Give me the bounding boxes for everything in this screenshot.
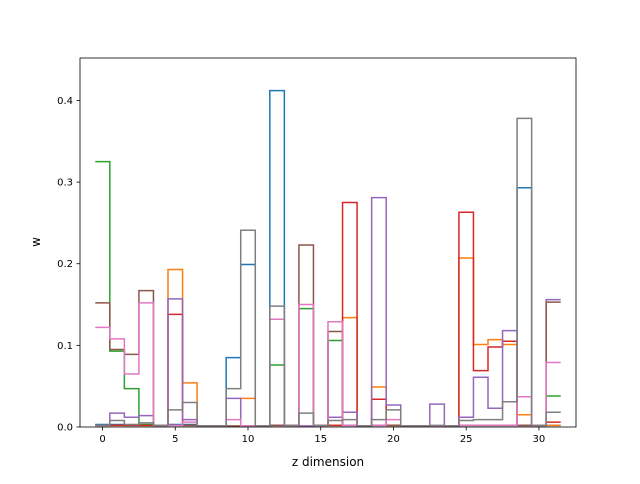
y-tick-label: 0.3	[57, 178, 73, 189]
y-axis-label: w	[29, 237, 43, 247]
plot-area	[95, 89, 561, 427]
series-line-8	[95, 117, 561, 427]
x-tick-label: 15	[314, 434, 327, 445]
y-tick-label: 0.0	[57, 423, 73, 434]
x-tick-label: 30	[533, 434, 546, 445]
axes-layer: 0 5 10 15 20 25 30 0.0 0.1 0.2 0.3 0.4	[57, 57, 577, 445]
y-tick-label: 0.2	[57, 259, 73, 270]
x-tick-label: 20	[387, 434, 400, 445]
x-tick-label: 5	[172, 434, 178, 445]
y-tick-label: 0.4	[57, 96, 73, 107]
x-axis-label: z dimension	[292, 455, 364, 469]
x-tick-label: 0	[99, 434, 105, 445]
x-tick-label: 25	[460, 434, 473, 445]
plot-frame	[79, 57, 577, 428]
y-tick-label: 0.1	[57, 341, 73, 352]
x-tick-label: 10	[242, 434, 255, 445]
series-layer	[95, 89, 561, 427]
